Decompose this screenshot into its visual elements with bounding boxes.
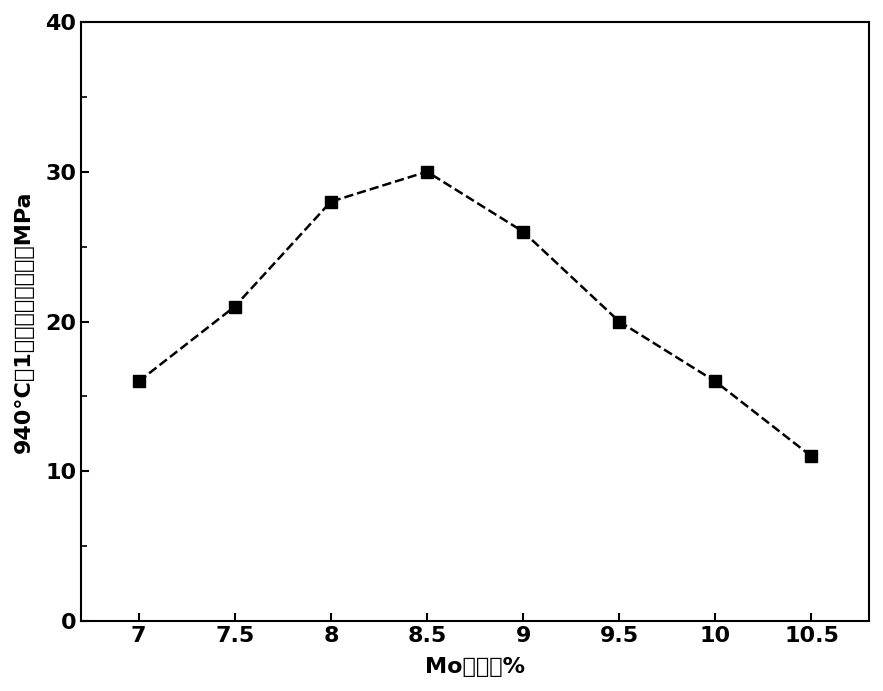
Y-axis label: 940°C，1万小时持久强度，MPa: 940°C，1万小时持久强度，MPa bbox=[14, 190, 34, 453]
X-axis label: Mo含量，%: Mo含量，% bbox=[425, 657, 525, 677]
